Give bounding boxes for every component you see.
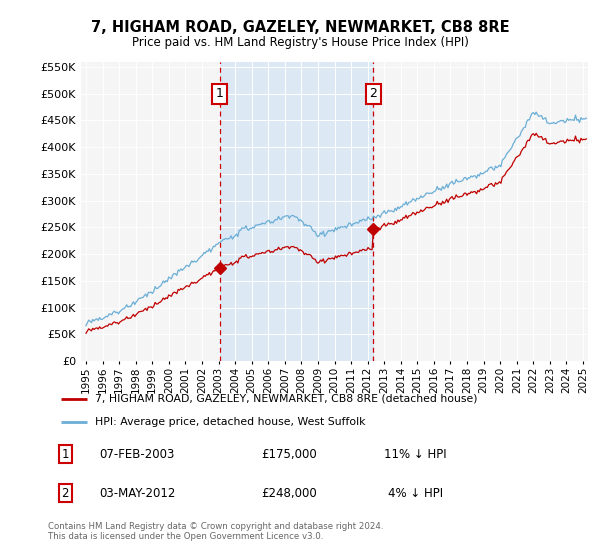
Text: 1: 1 <box>216 87 224 100</box>
Text: £248,000: £248,000 <box>262 487 317 500</box>
Text: HPI: Average price, detached house, West Suffolk: HPI: Average price, detached house, West… <box>95 417 366 427</box>
Bar <box>220 62 373 361</box>
Text: 2: 2 <box>369 87 377 100</box>
Text: 2: 2 <box>62 487 69 500</box>
Text: 11% ↓ HPI: 11% ↓ HPI <box>384 447 447 461</box>
Text: 03-MAY-2012: 03-MAY-2012 <box>99 487 175 500</box>
Text: 7, HIGHAM ROAD, GAZELEY, NEWMARKET, CB8 8RE (detached house): 7, HIGHAM ROAD, GAZELEY, NEWMARKET, CB8 … <box>95 394 478 404</box>
Text: 07-FEB-2003: 07-FEB-2003 <box>100 447 175 461</box>
Text: 7, HIGHAM ROAD, GAZELEY, NEWMARKET, CB8 8RE: 7, HIGHAM ROAD, GAZELEY, NEWMARKET, CB8 … <box>91 20 509 35</box>
Text: 1: 1 <box>62 447 69 461</box>
Text: £175,000: £175,000 <box>262 447 317 461</box>
Text: Contains HM Land Registry data © Crown copyright and database right 2024.
This d: Contains HM Land Registry data © Crown c… <box>48 522 383 542</box>
Text: Price paid vs. HM Land Registry's House Price Index (HPI): Price paid vs. HM Land Registry's House … <box>131 36 469 49</box>
Text: 4% ↓ HPI: 4% ↓ HPI <box>388 487 443 500</box>
